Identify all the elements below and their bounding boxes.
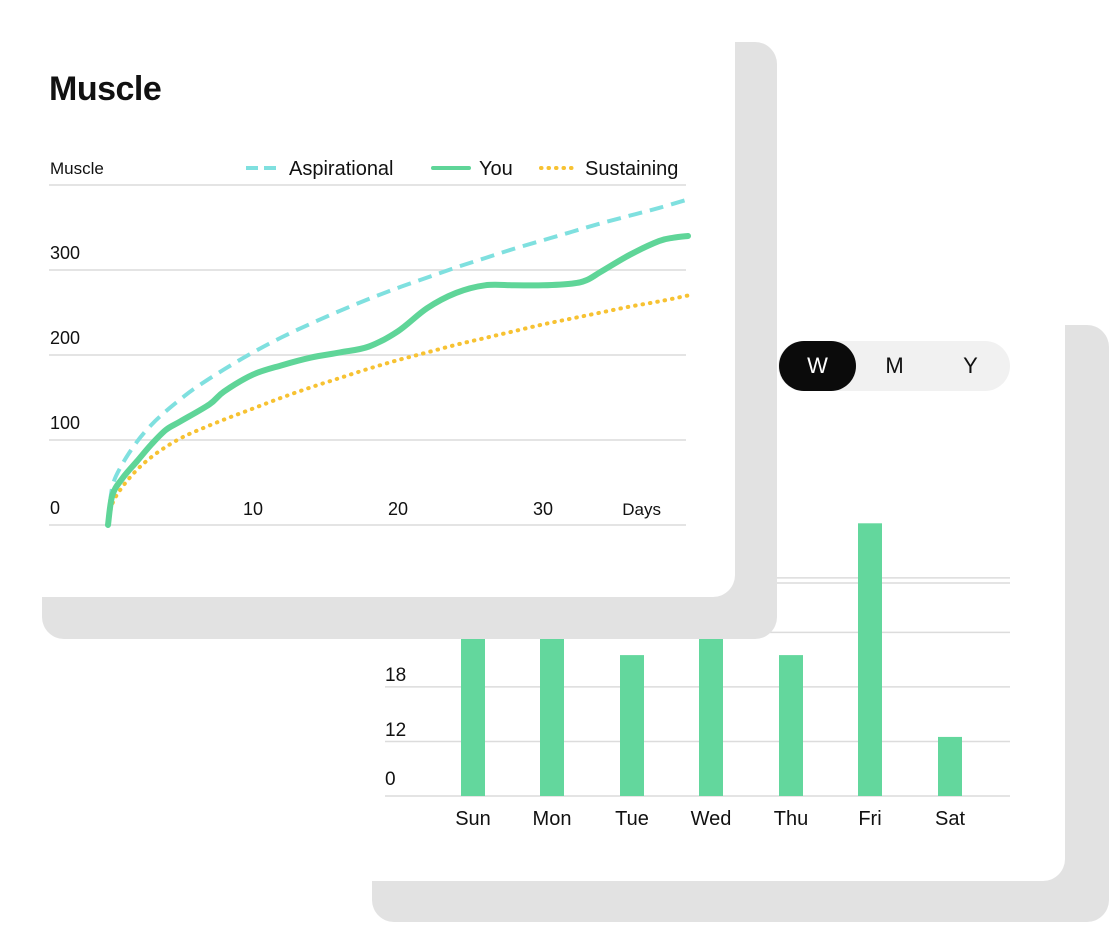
bar-category-label: Thu <box>774 808 808 830</box>
y-tick-label: 200 <box>50 328 80 348</box>
y-tick-label: 0 <box>50 498 60 518</box>
series-line-sustaining <box>106 293 690 527</box>
x-tick-label: 30 <box>533 499 553 519</box>
bar-y-tick-label: 0 <box>385 769 396 790</box>
series-line-aspirational <box>106 197 689 526</box>
muscle-card: Muscle 0 100 200 300 10 20 30 Days Muscle Aspirat… <box>0 0 735 597</box>
x-axis-label: Days <box>622 500 661 519</box>
bar-category-label: Sun <box>455 808 491 830</box>
bar-category-label: Wed <box>691 808 732 830</box>
x-tick-label: 10 <box>243 499 263 519</box>
period-toggle: W M Y <box>778 341 1010 391</box>
bar-category-label: Tue <box>615 808 649 830</box>
bar-category-label: Fri <box>858 808 881 830</box>
series-line-you <box>105 233 691 528</box>
legend-label-aspirational: Aspirational <box>289 158 394 180</box>
legend-label-you: You <box>479 158 513 180</box>
year-toggle-button[interactable]: Y <box>932 341 1009 391</box>
y-tick-label: 100 <box>50 413 80 433</box>
legend-label-sustaining: Sustaining <box>585 158 678 180</box>
bar-category-label: Mon <box>533 808 572 830</box>
bar-tue <box>620 655 644 796</box>
bar-fri <box>858 523 882 796</box>
bar-category-label: Sat <box>935 808 965 830</box>
card-title: Muscle <box>49 70 162 108</box>
muscle-line-chart: 0 100 200 300 10 20 30 Days Muscle Aspirational Yo… <box>49 158 691 528</box>
bar-y-tick-label: 18 <box>385 665 406 686</box>
month-toggle-button[interactable]: M <box>856 341 933 391</box>
bar-y-tick-label: 12 <box>385 720 406 741</box>
bar-sat <box>938 736 962 796</box>
week-toggle-button[interactable]: W <box>779 341 856 391</box>
bar-thu <box>779 655 803 796</box>
x-tick-label: 20 <box>388 499 408 519</box>
y-tick-label: 300 <box>50 243 80 263</box>
y-axis-label: Muscle <box>50 159 104 178</box>
